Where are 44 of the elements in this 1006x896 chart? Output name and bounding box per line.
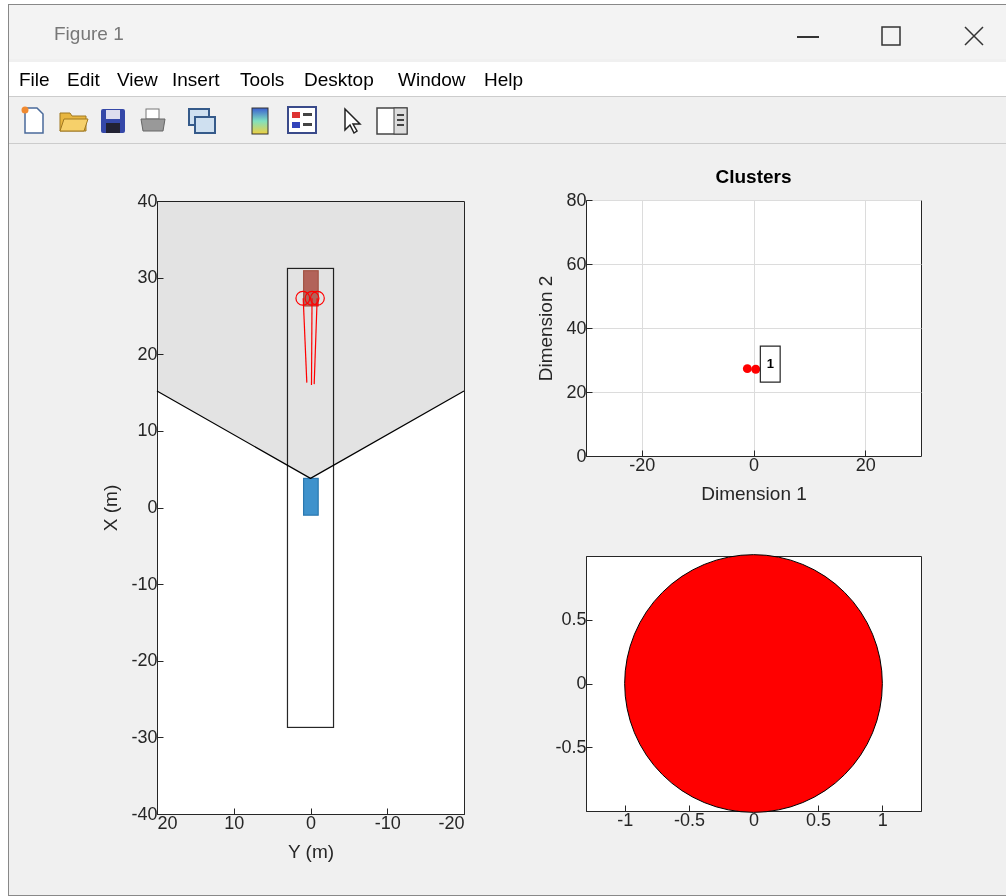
x-tick-label: -20	[438, 812, 465, 833]
y-tick-label: 80	[566, 189, 587, 210]
text: Help	[484, 69, 524, 91]
x-tick-label: 0	[748, 454, 760, 475]
x-tick-label: 1	[877, 809, 888, 830]
text: Tools	[240, 69, 285, 91]
x-tick-label: 0.5	[805, 809, 831, 830]
y-tick-label: 10	[137, 420, 158, 441]
y-tick-label: 20	[566, 381, 587, 402]
y-axis-title: Dimension 2	[535, 275, 557, 382]
text: Edit	[67, 69, 100, 91]
text: Figure 1	[54, 23, 124, 45]
y-tick-label: -20	[131, 650, 158, 671]
text: File	[19, 69, 50, 91]
y-tick-label: -30	[131, 726, 158, 747]
text: Window	[398, 69, 466, 91]
y-tick-label: -0.5	[555, 736, 587, 757]
x-tick-label: -20	[629, 454, 656, 475]
x-tick-label: 20	[855, 454, 876, 475]
y-tick-label: 40	[566, 317, 587, 338]
chart-title: Clusters	[715, 166, 792, 187]
text: Insert	[172, 69, 220, 91]
x-tick-label: 0	[748, 809, 760, 830]
x-axis-title: Y (m)	[287, 840, 335, 862]
annotation: 1	[766, 356, 774, 372]
y-tick-label: -10	[131, 573, 158, 594]
y-axis-title: X (m)	[100, 484, 122, 532]
y-tick-label: 60	[566, 253, 587, 274]
y-tick-label: 20	[137, 343, 158, 364]
x-tick-label: -1	[617, 809, 634, 830]
y-tick-label: 0	[576, 673, 587, 693]
x-axis-title: Dimension 1	[701, 482, 807, 504]
x-tick-label: -10	[374, 812, 401, 833]
x-tick-label: 0	[305, 812, 317, 833]
text: View	[117, 69, 158, 91]
text: Desktop	[304, 69, 374, 91]
x-tick-label: 20	[157, 812, 178, 833]
x-tick-label: 10	[224, 812, 245, 833]
y-tick-label: 0.5	[561, 609, 587, 630]
y-tick-label: -40	[131, 803, 158, 824]
y-tick-label: 40	[137, 190, 158, 211]
y-tick-label: 0	[147, 497, 158, 517]
x-tick-label: -0.5	[674, 809, 706, 830]
y-tick-label: 30	[137, 267, 158, 288]
